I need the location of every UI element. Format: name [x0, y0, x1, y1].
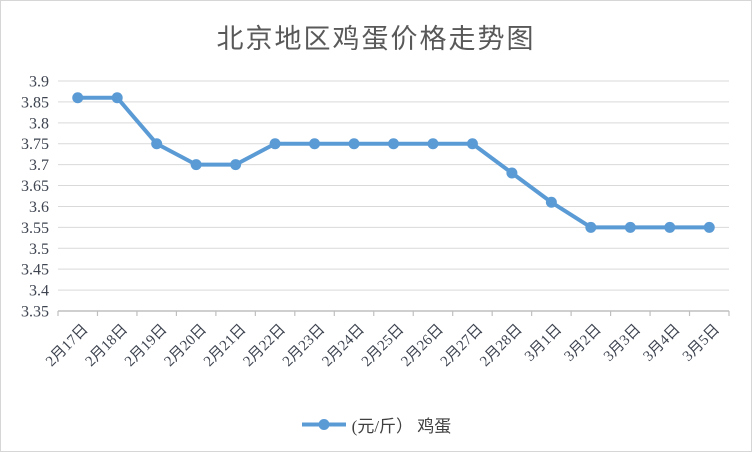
y-tick-label: 3.6 — [29, 199, 49, 216]
x-tick-label: 2月24日 — [319, 322, 367, 370]
x-tick-label: 2月17日 — [43, 322, 91, 370]
x-tick-label: 2月23日 — [280, 322, 328, 370]
data-point-marker — [230, 159, 242, 171]
y-tick-label: 3.45 — [21, 262, 49, 279]
gridlines — [58, 80, 729, 291]
x-tick-label: 2月28日 — [477, 322, 525, 370]
legend-series-label: (元/斤） 鸡蛋 — [351, 417, 452, 436]
series-(元/斤） 鸡蛋 — [72, 92, 715, 233]
data-point-marker — [72, 92, 84, 104]
x-tick-label: 2月21日 — [201, 322, 249, 370]
data-point-marker — [664, 221, 676, 233]
y-tick-label: 3.75 — [21, 136, 49, 153]
y-tick-label: 3.55 — [21, 220, 49, 237]
x-tick-label: 3月1日 — [522, 322, 565, 365]
axes — [57, 310, 730, 316]
x-tick-label: 2月19日 — [122, 322, 170, 370]
x-tick-label: 3月3日 — [601, 322, 644, 365]
data-point-marker — [545, 196, 557, 208]
y-tick-label: 3.9 — [29, 74, 49, 91]
data-point-marker — [111, 92, 123, 104]
data-point-marker — [348, 138, 360, 150]
x-tick-label: 2月20日 — [162, 322, 210, 370]
y-tick-label: 3.7 — [29, 157, 49, 174]
x-tick-label: 2月25日 — [359, 322, 407, 370]
data-point-marker — [309, 138, 321, 150]
y-tick-label: 3.65 — [21, 178, 49, 195]
data-point-marker — [388, 138, 399, 150]
data-point-marker — [190, 159, 202, 171]
y-tick-label: 3.35 — [21, 304, 49, 321]
y-tick-label: 3.85 — [21, 94, 49, 111]
y-tick-label: 3.4 — [29, 283, 49, 300]
y-tick-label: 3.5 — [29, 241, 49, 258]
price-line — [75, 95, 712, 230]
x-axis-labels: 2月17日2月18日2月19日2月20日2月21日2月22日2月23日2月24日… — [43, 322, 723, 370]
data-point-marker — [151, 138, 163, 150]
x-tick-label: 3月5日 — [680, 322, 723, 365]
x-tick-label: 2月18日 — [83, 322, 131, 370]
data-point-marker — [466, 138, 478, 150]
data-point-marker — [427, 138, 439, 150]
y-tick-label: 3.8 — [29, 115, 49, 132]
data-point-marker — [703, 221, 715, 233]
data-point-marker — [624, 221, 636, 233]
x-tick-label: 2月27日 — [438, 322, 486, 370]
x-tick-label: 3月2日 — [562, 322, 605, 365]
x-tick-label: 2月26日 — [398, 322, 446, 370]
legend-line-marker-icon — [301, 419, 346, 430]
legend: (元/斤） 鸡蛋 — [1, 412, 751, 437]
x-tick-label: 3月4日 — [640, 322, 683, 365]
data-point-marker — [506, 167, 518, 179]
chart-title: 北京地区鸡蛋价格走势图 — [216, 24, 536, 54]
data-point-marker — [585, 221, 597, 233]
x-tick-label: 2月22日 — [240, 322, 288, 370]
y-axis-labels: 3.35 3.4 3.45 3.5 3.55 3.6 3.65 3.7 3.75 3.8 3.85 3… — [21, 74, 49, 321]
data-point-marker — [269, 138, 281, 150]
